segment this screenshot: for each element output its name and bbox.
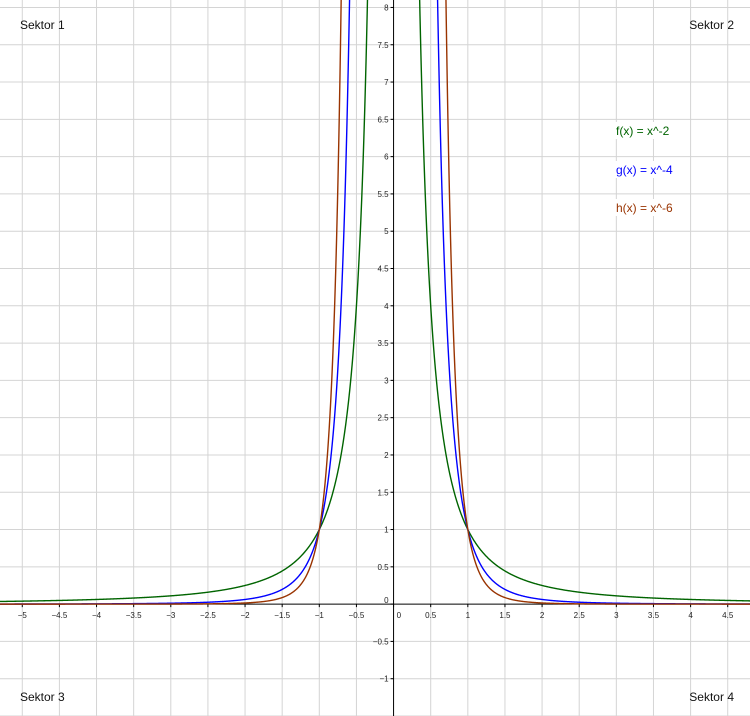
x-tick-label: −1.5 (274, 611, 290, 620)
y-tick-label: 3.5 (377, 339, 389, 348)
tick-labels: −5 −4.5 −4 −3.5 −3 −2.5 −2 −1.5 −1 −0.5 0 0.5 1 1.5 2 2… (18, 3, 734, 683)
x-tick-label: 1 (466, 611, 471, 620)
y-tick-label: −0.5 (373, 637, 389, 646)
x-tick-label: −4 (92, 611, 102, 620)
x-tick-label: 2.5 (574, 611, 586, 620)
legend: f(x) = x^-2 g(x) = x^-4 h(x) = x^-6 (612, 122, 673, 216)
y-tick-label: 4.5 (377, 265, 389, 274)
curve-f-branch-left (0, 0, 369, 603)
x-tick-label: 3 (614, 611, 619, 620)
annotations: Sektor 1 Sektor 2 Sektor 3 Sektor 4 (20, 18, 734, 704)
y-tick-label: 4 (384, 302, 389, 311)
sector-label-1: Sektor 1 (20, 18, 65, 32)
curve-f-branch-right (418, 0, 750, 602)
legend-entry-g: g(x) = x^-4 (616, 163, 673, 177)
x-tick-label: 0 (397, 611, 402, 620)
x-tick-label: −4.5 (52, 611, 68, 620)
x-tick-label: −3 (166, 611, 176, 620)
legend-bg-f (612, 122, 660, 139)
curve-g-branch-left (0, 0, 351, 605)
y-tick-label: 2.5 (377, 414, 389, 423)
curve-h-branch-right (445, 0, 750, 605)
y-tick-label: 8 (384, 3, 389, 12)
x-tick-label: 4 (688, 611, 693, 620)
y-tick-label: 7.5 (377, 41, 389, 50)
x-tick-label: −2 (240, 611, 250, 620)
x-tick-label: 4.5 (722, 611, 734, 620)
x-tick-label: −2.5 (200, 611, 216, 620)
y-tick-label: 6.5 (377, 115, 389, 124)
curve-g-branch-right (436, 0, 750, 605)
y-tick-label: 1 (384, 526, 389, 535)
y-tick-label: 0.5 (377, 563, 389, 572)
x-tick-label: −1 (315, 611, 325, 620)
legend-entry-f: f(x) = x^-2 (616, 124, 670, 138)
curve-h-branch-left (0, 0, 342, 605)
y-tick-label: 1.5 (377, 488, 389, 497)
sector-label-4: Sektor 4 (689, 690, 734, 704)
y-tick-label: 3 (384, 376, 389, 385)
x-tick-label: 1.5 (499, 611, 511, 620)
x-tick-label: 3.5 (648, 611, 660, 620)
y-tick-label: 2 (384, 451, 389, 460)
y-tick-label: 0 (384, 596, 389, 605)
x-tick-label: −0.5 (349, 611, 365, 620)
y-tick-label: 5 (384, 227, 389, 236)
legend-entry-h: h(x) = x^-6 (616, 201, 673, 215)
curves (0, 0, 750, 605)
legend-bg-h (612, 199, 660, 216)
y-tick-label: 5.5 (377, 190, 389, 199)
x-tick-label: 2 (540, 611, 545, 620)
legend-bg-g (612, 161, 660, 178)
y-tick-label: 6 (384, 153, 389, 162)
y-tick-label: 7 (384, 78, 389, 87)
x-tick-label: 0.5 (425, 611, 437, 620)
x-tick-label: −3.5 (126, 611, 142, 620)
y-tick-label: −1 (379, 675, 389, 684)
x-tick-label: −5 (18, 611, 28, 620)
sector-label-3: Sektor 3 (20, 690, 65, 704)
sector-label-2: Sektor 2 (689, 18, 734, 32)
